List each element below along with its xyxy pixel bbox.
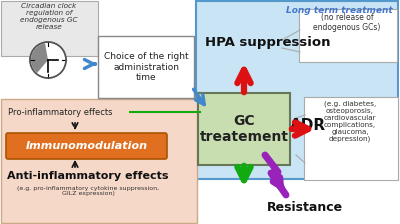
- Text: (e.g. diabetes,
osteoporosis,
cardiovascular
complications,
glaucoma,
depression: (e.g. diabetes, osteoporosis, cardiovasc…: [324, 100, 376, 142]
- FancyBboxPatch shape: [196, 1, 398, 179]
- Text: (no release of
endogenous GCs): (no release of endogenous GCs): [313, 13, 381, 32]
- Text: GC
treatement: GC treatement: [200, 114, 288, 144]
- FancyBboxPatch shape: [1, 99, 197, 223]
- Text: ADR: ADR: [290, 118, 326, 133]
- Text: Pro-inflammatory effects: Pro-inflammatory effects: [8, 108, 112, 116]
- Text: (e.g. pro-inflammatory cytokine suppression,
GILZ expression): (e.g. pro-inflammatory cytokine suppress…: [17, 186, 159, 196]
- Text: Circadian clock
regulation of
endogenous GC
release: Circadian clock regulation of endogenous…: [20, 3, 78, 30]
- Circle shape: [30, 42, 66, 78]
- FancyBboxPatch shape: [304, 97, 398, 179]
- FancyBboxPatch shape: [6, 133, 167, 159]
- Text: Anti-inflammatory effects: Anti-inflammatory effects: [7, 171, 169, 181]
- Text: HPA suppression: HPA suppression: [205, 35, 331, 49]
- Text: Long term treatment: Long term treatment: [286, 6, 393, 15]
- Text: Choice of the right
administration
time: Choice of the right administration time: [104, 52, 188, 82]
- FancyBboxPatch shape: [1, 1, 98, 56]
- Wedge shape: [31, 43, 48, 73]
- Text: Immunomodulation: Immunomodulation: [26, 141, 148, 151]
- Text: Resistance: Resistance: [267, 200, 343, 213]
- FancyBboxPatch shape: [198, 93, 290, 165]
- FancyBboxPatch shape: [298, 9, 396, 62]
- FancyBboxPatch shape: [98, 36, 194, 98]
